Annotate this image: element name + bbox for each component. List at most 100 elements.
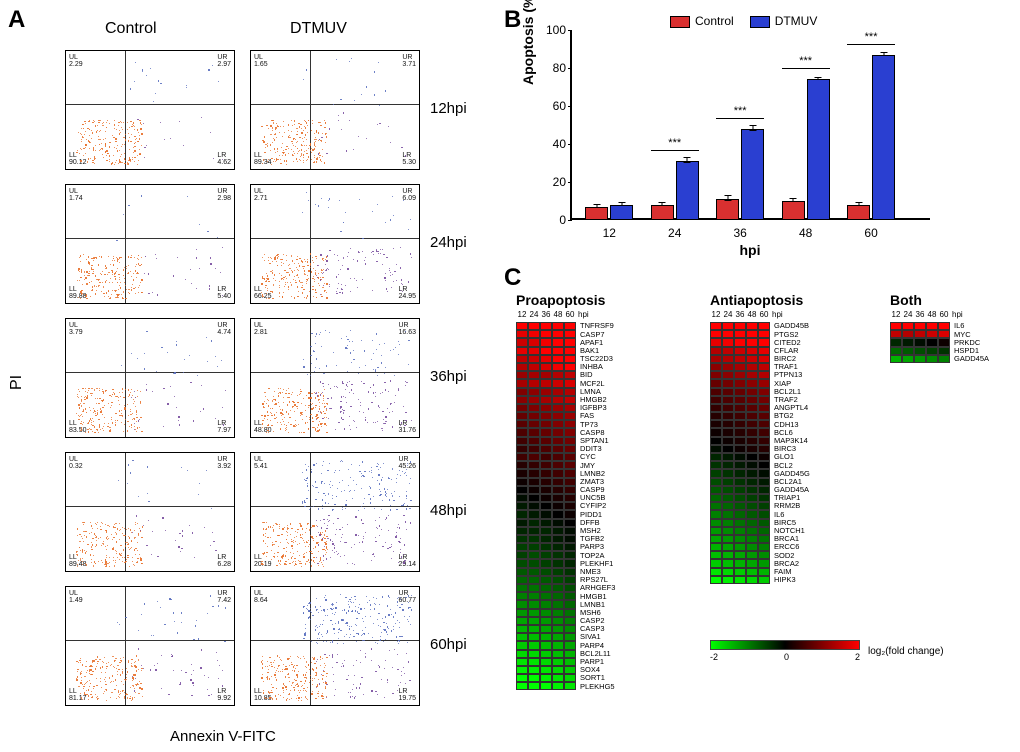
quadrant-stat: UL1.74 (69, 188, 83, 202)
heatmap-cell (564, 633, 576, 641)
heatmap-antiapoptosis: 1224364860hpiGADD45BPTGS2CITED2CFLARBIRC… (710, 322, 810, 584)
heatmap-cell (552, 527, 564, 535)
heatmap-cell (722, 510, 734, 518)
heatmap-cell (528, 404, 540, 412)
heatmap-cell (734, 453, 746, 461)
heatmap-cell (758, 437, 770, 445)
quadrant-stat: LR6.28 (217, 554, 231, 568)
quadrant-stat: LR9.92 (217, 688, 231, 702)
heatmap-cell (758, 371, 770, 379)
heatmap-cell (746, 412, 758, 420)
heatmap-cell (758, 461, 770, 469)
heatmap-cell (516, 322, 528, 330)
heatmap-cell (938, 330, 950, 338)
scatter-plot: UL1.74UR2.98LL89.88LR5.40 (65, 184, 235, 304)
gene-label: TNFRSF9 (576, 322, 614, 330)
quadrant-stat: UR16.63 (398, 322, 416, 336)
quadrant-stat: LL90.12 (69, 152, 87, 166)
heatmap-row: HIPK3 (710, 576, 810, 584)
heatmap-cell (516, 535, 528, 543)
heatmap-cell (528, 478, 540, 486)
heatmap-cell (552, 428, 564, 436)
scatter-plot: UL3.79UR4.74LL83.50LR7.97 (65, 318, 235, 438)
panel-a-row-label: 60hpi (430, 636, 467, 653)
heatmap-cell (528, 576, 540, 584)
heatmap-cell (734, 412, 746, 420)
heatmap-cell (722, 535, 734, 543)
heatmap-row: ARHGEF3 (516, 584, 615, 592)
heatmap-cell (926, 355, 938, 363)
heatmap-cell (564, 535, 576, 543)
heatmap-cell (938, 322, 950, 330)
heatmap-cell (552, 404, 564, 412)
heatmap-tick: 48 (552, 310, 564, 319)
heatmap-cell (734, 428, 746, 436)
heatmap-cell (710, 510, 722, 518)
heatmap-cell (528, 371, 540, 379)
heatmap-cell (710, 502, 722, 510)
quadrant-stat: UL2.71 (254, 188, 268, 202)
heatmap-cell (902, 347, 914, 355)
heatmap-cell (890, 347, 902, 355)
significance-line (716, 118, 764, 119)
gene-label: TOP2A (576, 552, 604, 560)
heatmap-cell (746, 379, 758, 387)
heatmap-cell (734, 502, 746, 510)
gene-label: PTGS2 (770, 331, 799, 339)
bar-ytick: 40 (538, 137, 566, 151)
heatmap-cell (734, 494, 746, 502)
heatmap-cell (710, 576, 722, 584)
heatmap-row: IGFBP3 (516, 404, 615, 412)
heatmap-cell (746, 420, 758, 428)
antiapoptosis-title: Antiapoptosis (710, 292, 803, 308)
heatmap-cell (528, 428, 540, 436)
heatmap-cell (516, 486, 528, 494)
heatmap-cell (564, 650, 576, 658)
heatmap-cell (722, 330, 734, 338)
heatmap-row: APAF1 (516, 338, 615, 346)
heatmap-cell (528, 600, 540, 608)
heatmap-cell (902, 322, 914, 330)
heatmap-tick: 60 (564, 310, 576, 319)
heatmap-cell (564, 338, 576, 346)
heatmap-cell (528, 486, 540, 494)
scatter-plot: UL1.49UR7.42LL81.17LR9.92 (65, 586, 235, 706)
legend-swatch (750, 16, 770, 28)
heatmap-cell (710, 437, 722, 445)
heatmap-cell (564, 609, 576, 617)
heatmap-cell (552, 347, 564, 355)
quadrant-stat: LL81.17 (69, 688, 87, 702)
heatmap-cell (540, 469, 552, 477)
heatmap-cell (746, 347, 758, 355)
quadrant-stat: UR2.98 (217, 188, 231, 202)
heatmap-cell (552, 633, 564, 641)
heatmap-cell (722, 347, 734, 355)
gene-label: ERCC6 (770, 543, 799, 551)
scatter-plot: UL8.64UR60.77LL10.85LR19.75 (250, 586, 420, 706)
heatmap-cell (516, 445, 528, 453)
heatmap-cell (564, 404, 576, 412)
heatmap-cell (710, 535, 722, 543)
heatmap-cell (516, 576, 528, 584)
heatmap-cell (540, 666, 552, 674)
gene-label: JMY (576, 462, 595, 470)
heatmap-cell (552, 682, 564, 690)
heatmap-cell (552, 379, 564, 387)
heatmap-cell (540, 674, 552, 682)
heatmap-cell (722, 379, 734, 387)
heatmap-cell (516, 519, 528, 527)
heatmap-cell (516, 396, 528, 404)
heatmap-cell (926, 347, 938, 355)
quadrant-stat: LR7.97 (217, 420, 231, 434)
heatmap-cell (758, 388, 770, 396)
heatmap-cell (528, 535, 540, 543)
heatmap-cell (722, 355, 734, 363)
heatmap-cell (564, 453, 576, 461)
quadrant-stat: UL2.29 (69, 54, 83, 68)
heatmap-cell (540, 330, 552, 338)
heatmap-tick: 24 (528, 310, 540, 319)
heatmap-cell (552, 600, 564, 608)
scatter-plot: UL2.29UR2.97LL90.12LR4.62 (65, 50, 235, 170)
quadrant-stat: LR5.30 (402, 152, 416, 166)
heatmap-cell (540, 371, 552, 379)
